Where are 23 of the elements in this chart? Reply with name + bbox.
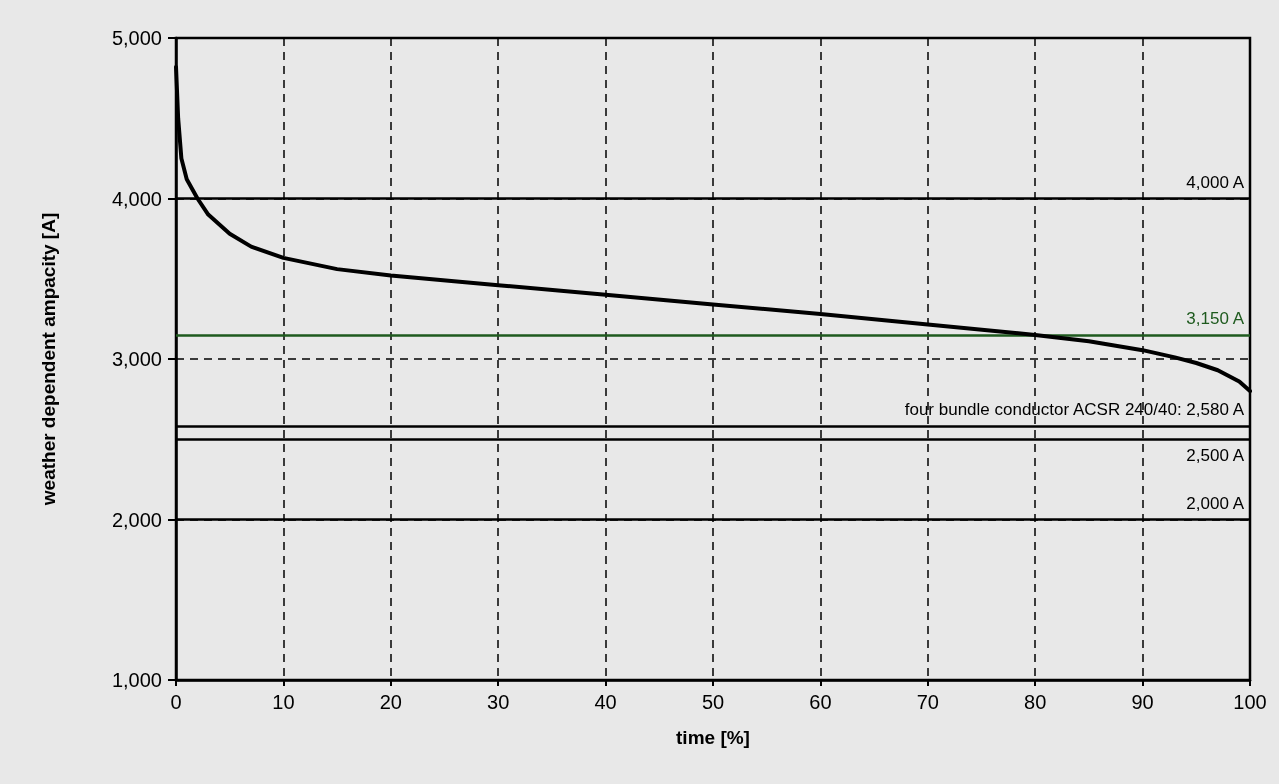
x-tick-label: 100: [1233, 691, 1267, 713]
y-tick-label: 5,000: [111, 27, 162, 49]
x-tick-label: 90: [1131, 691, 1154, 713]
y-tick-label: 1,000: [111, 669, 162, 691]
x-tick-label: 20: [379, 691, 402, 713]
x-tick-label: 80: [1024, 691, 1047, 713]
y-tick-label: 4,000: [111, 187, 162, 210]
ref-line-label: 3,150 A: [1186, 308, 1245, 328]
y-axis-title: weather dependent ampacity [A]: [38, 212, 59, 507]
ref-line-label: four bundle conductor ACSR 240/40: 2,580 A: [904, 400, 1245, 420]
x-axis-title: time [%]: [676, 727, 750, 748]
x-tick-label: 70: [916, 691, 939, 713]
x-tick-label: 60: [809, 691, 832, 713]
ref-line-label: 2,000 A: [1186, 493, 1245, 513]
x-tick-label: 40: [594, 691, 617, 713]
x-tick-label: 10: [272, 691, 295, 713]
y-tick-label: 2,000: [111, 508, 162, 531]
x-tick-label: 0: [170, 691, 182, 713]
ref-line-label: 4,000 A: [1186, 172, 1245, 192]
x-tick-label: 50: [701, 691, 725, 713]
y-tick-label: 3,000: [111, 348, 162, 370]
ref-line-label: 2,500 A: [1186, 446, 1245, 466]
x-tick-label: 30: [487, 691, 510, 713]
